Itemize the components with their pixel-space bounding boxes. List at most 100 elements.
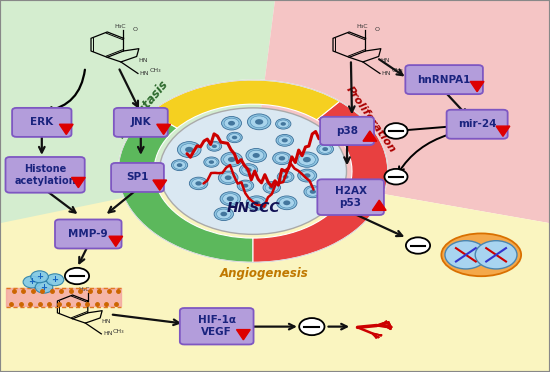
Circle shape	[298, 169, 317, 182]
FancyBboxPatch shape	[12, 108, 72, 137]
FancyBboxPatch shape	[405, 65, 483, 94]
Circle shape	[245, 168, 252, 172]
Polygon shape	[496, 126, 510, 137]
Polygon shape	[253, 0, 550, 223]
Circle shape	[406, 237, 430, 254]
Text: H₃C: H₃C	[114, 24, 126, 29]
Circle shape	[295, 152, 318, 167]
Text: CH₃: CH₃	[392, 68, 404, 73]
Circle shape	[214, 208, 233, 221]
Text: Histone
acetylation: Histone acetylation	[14, 164, 76, 186]
Circle shape	[177, 163, 183, 167]
Text: O: O	[133, 28, 138, 32]
FancyBboxPatch shape	[111, 163, 164, 192]
Circle shape	[282, 138, 288, 142]
Circle shape	[303, 157, 311, 162]
Polygon shape	[59, 124, 73, 134]
Circle shape	[248, 114, 271, 130]
Text: +: +	[29, 278, 35, 286]
Polygon shape	[236, 330, 250, 340]
Circle shape	[223, 193, 238, 204]
Text: HNSCC: HNSCC	[226, 201, 280, 215]
Polygon shape	[157, 124, 170, 134]
FancyBboxPatch shape	[447, 110, 508, 139]
Circle shape	[206, 158, 217, 166]
Circle shape	[225, 176, 232, 180]
Text: +: +	[52, 275, 58, 284]
Ellipse shape	[441, 234, 521, 276]
Circle shape	[304, 173, 311, 178]
Circle shape	[275, 154, 289, 163]
Wedge shape	[118, 113, 253, 262]
Circle shape	[445, 241, 487, 269]
Text: p38: p38	[336, 126, 358, 136]
Text: H₃C: H₃C	[356, 24, 368, 29]
Circle shape	[299, 318, 324, 335]
Text: H2AX
p53: H2AX p53	[334, 186, 367, 208]
Circle shape	[249, 150, 264, 161]
Circle shape	[278, 120, 289, 128]
Circle shape	[221, 152, 243, 167]
FancyBboxPatch shape	[55, 219, 122, 248]
Circle shape	[173, 161, 186, 169]
Circle shape	[265, 183, 278, 192]
Circle shape	[35, 281, 53, 293]
Circle shape	[224, 154, 240, 165]
Circle shape	[172, 160, 188, 171]
Circle shape	[222, 116, 241, 130]
FancyBboxPatch shape	[180, 308, 254, 344]
Circle shape	[255, 119, 263, 125]
Text: O: O	[375, 28, 380, 32]
Circle shape	[185, 147, 194, 153]
Circle shape	[65, 268, 89, 284]
Circle shape	[322, 147, 328, 151]
Circle shape	[304, 186, 322, 198]
Circle shape	[204, 157, 219, 167]
Polygon shape	[363, 131, 377, 141]
Circle shape	[228, 157, 235, 162]
Text: CH₃: CH₃	[113, 329, 124, 334]
Circle shape	[279, 198, 294, 208]
Circle shape	[279, 156, 285, 161]
Circle shape	[269, 186, 275, 190]
Polygon shape	[0, 171, 550, 372]
Circle shape	[217, 209, 231, 219]
Circle shape	[224, 118, 239, 128]
Text: CH₃: CH₃	[150, 68, 162, 73]
Circle shape	[276, 134, 294, 146]
Circle shape	[227, 132, 242, 143]
Polygon shape	[0, 0, 253, 242]
Circle shape	[384, 169, 408, 185]
Text: HN: HN	[102, 319, 111, 324]
Circle shape	[229, 134, 240, 141]
FancyBboxPatch shape	[6, 157, 85, 193]
Circle shape	[221, 212, 227, 216]
Circle shape	[253, 201, 261, 205]
Circle shape	[277, 196, 297, 210]
Circle shape	[299, 154, 315, 166]
Circle shape	[221, 173, 235, 183]
Circle shape	[237, 180, 254, 191]
Text: MMP-9: MMP-9	[68, 229, 108, 239]
Text: HN: HN	[139, 58, 148, 63]
Circle shape	[278, 136, 292, 145]
Wedge shape	[253, 101, 388, 262]
Text: Metastasis: Metastasis	[115, 78, 171, 141]
Circle shape	[310, 190, 316, 194]
Text: ERK: ERK	[30, 118, 53, 127]
Circle shape	[191, 179, 206, 188]
Circle shape	[276, 119, 291, 129]
Circle shape	[239, 164, 258, 176]
Polygon shape	[0, 0, 275, 223]
Text: O: O	[96, 291, 101, 295]
Circle shape	[239, 182, 252, 190]
Circle shape	[475, 241, 517, 269]
Circle shape	[212, 145, 217, 148]
Circle shape	[300, 171, 315, 180]
Circle shape	[232, 136, 237, 139]
Circle shape	[280, 122, 286, 126]
Circle shape	[160, 108, 346, 234]
Circle shape	[279, 173, 292, 181]
Text: H₃C: H₃C	[79, 287, 90, 292]
Polygon shape	[372, 200, 386, 211]
